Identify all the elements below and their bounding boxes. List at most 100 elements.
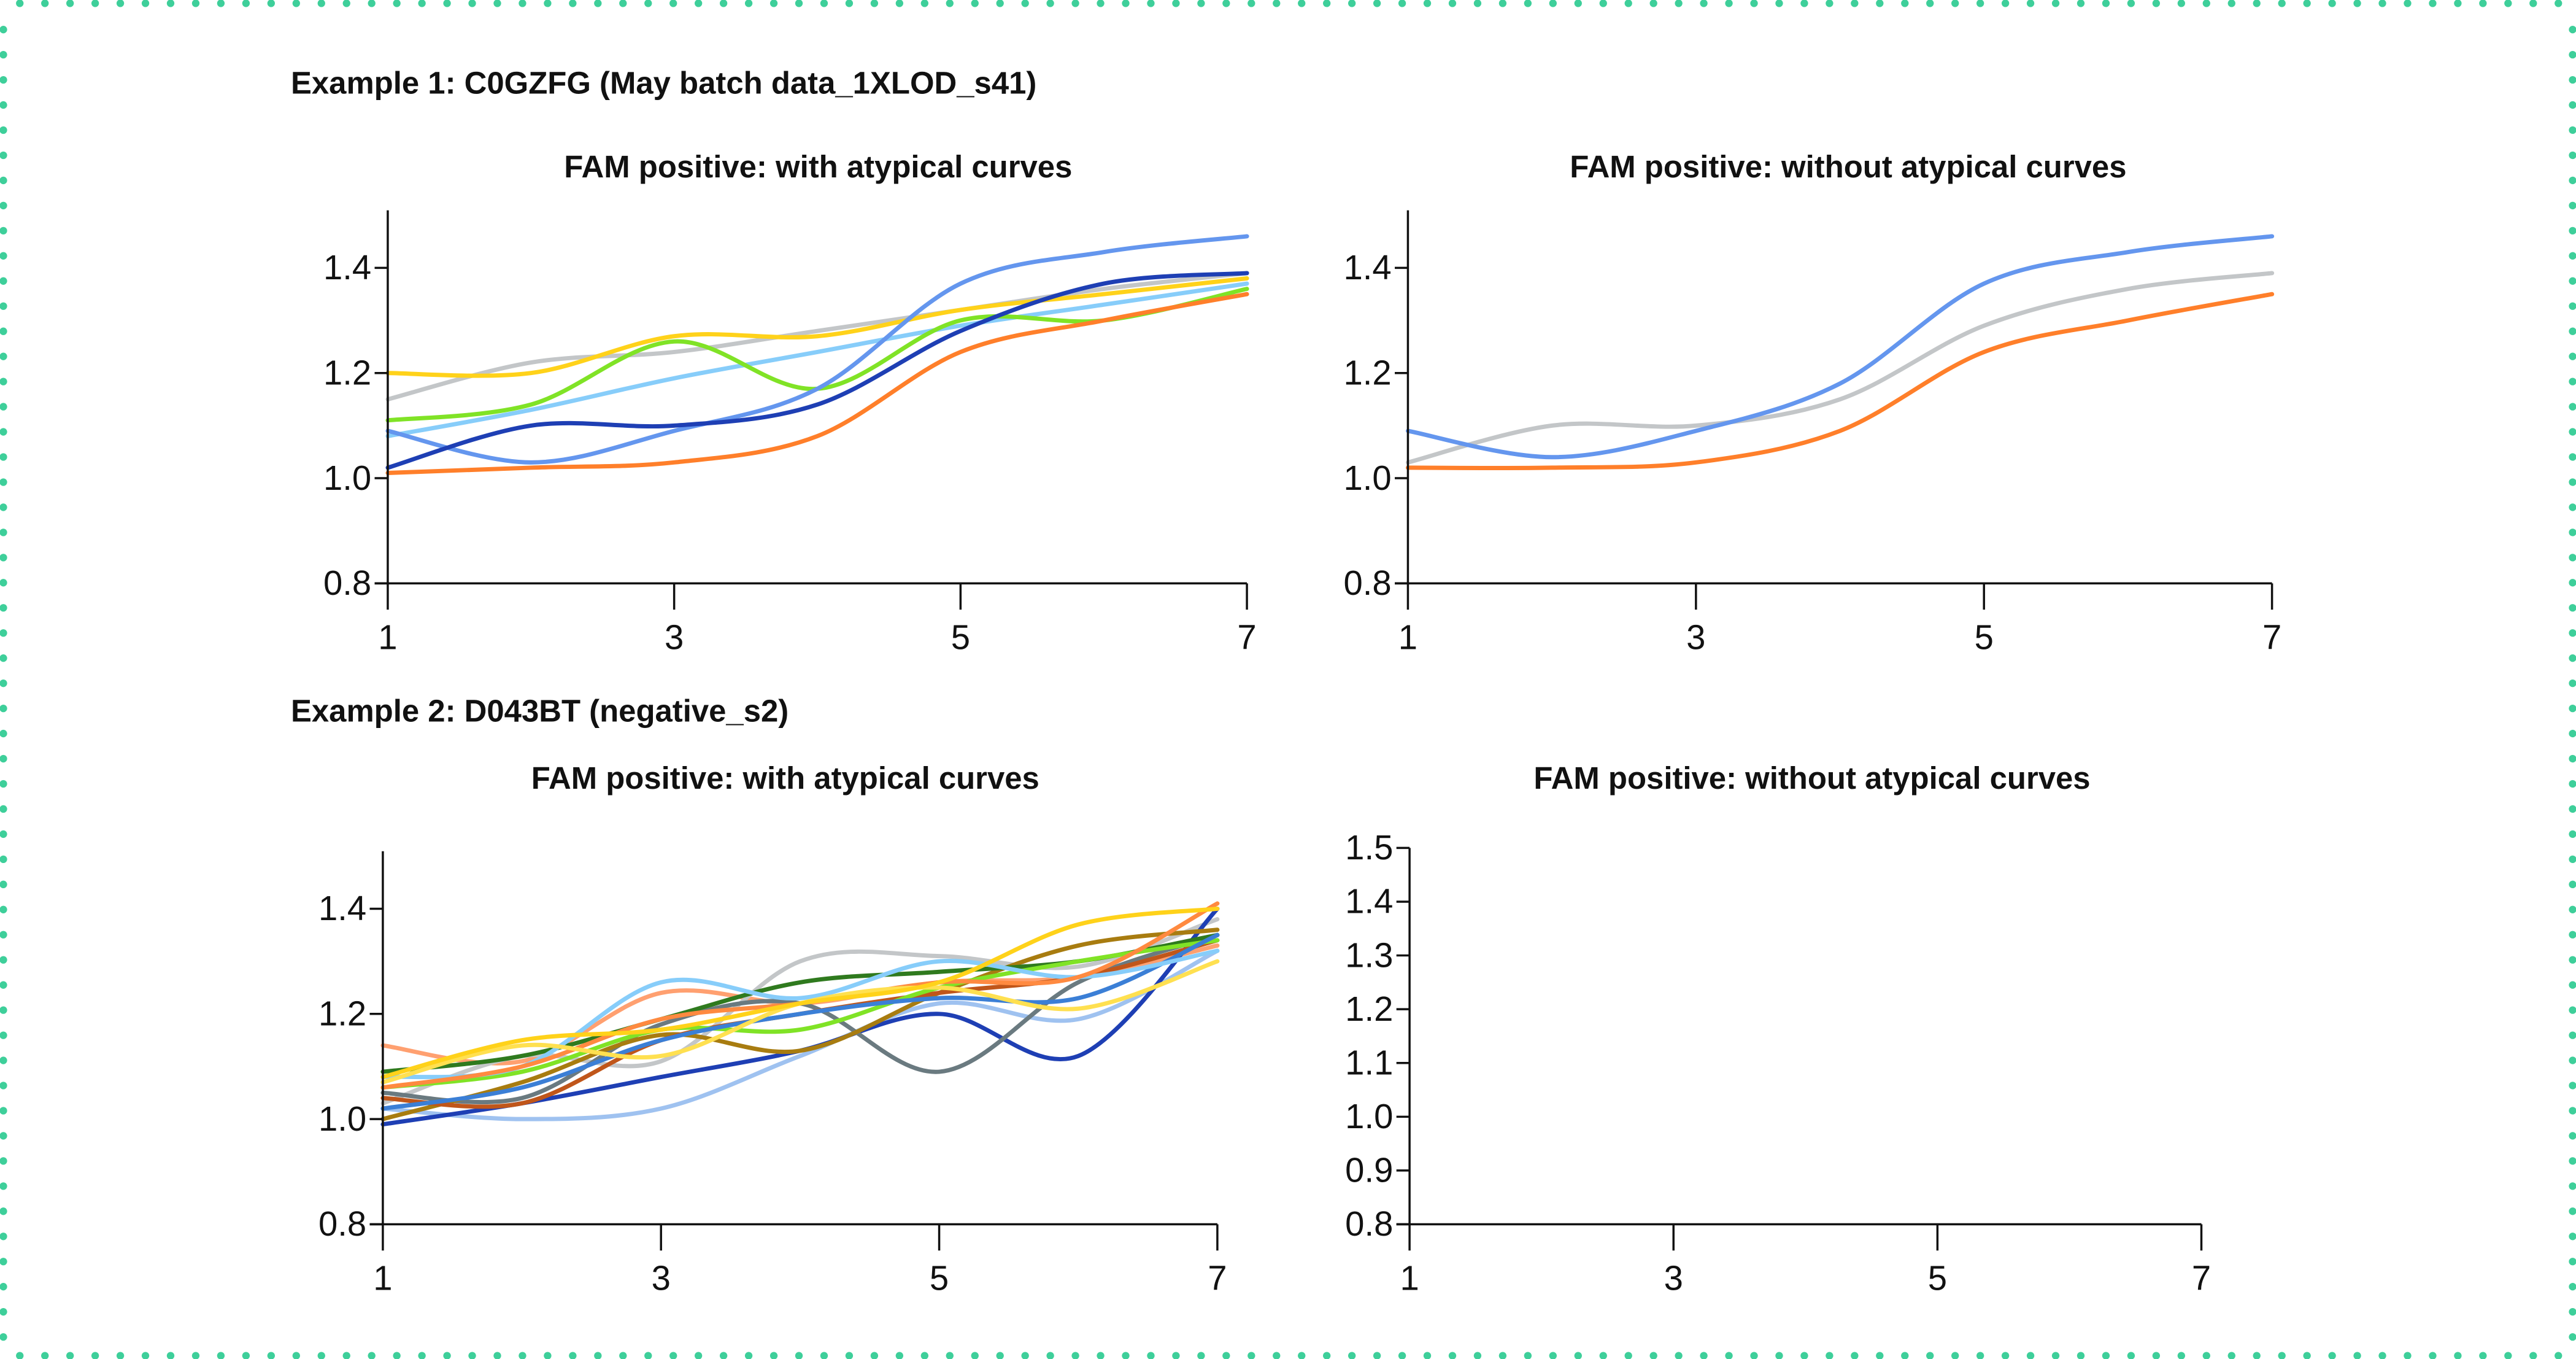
- series-line-2: [385, 281, 1249, 438]
- border-dot: [669, 0, 677, 7]
- x-tick-label: 7: [1237, 618, 1256, 656]
- chart-1: 0.8 1.0 1.2 1.4 1 3 5 7: [323, 210, 1257, 656]
- chart-4-title: FAM positive: without atypical curves: [1533, 761, 2090, 796]
- border-dot: [0, 554, 7, 562]
- x-tick-label: 1: [1400, 1259, 1419, 1298]
- border-dot: [2077, 0, 2085, 7]
- border-dot: [0, 1333, 7, 1341]
- border-dot: [2569, 1333, 2576, 1341]
- border-dot: [2051, 1352, 2060, 1359]
- x-tick-label: 1: [1398, 618, 1417, 656]
- border-dot: [1348, 1352, 1356, 1359]
- border-dot: [2569, 905, 2576, 913]
- border-dot: [292, 0, 300, 7]
- border-dot: [0, 981, 7, 989]
- x-tick-label: 3: [652, 1259, 671, 1298]
- border-dot: [0, 1207, 7, 1215]
- border-dot: [0, 1006, 7, 1014]
- border-dot: [1851, 0, 1859, 7]
- border-dot: [2569, 528, 2576, 536]
- border-dot: [2429, 1352, 2437, 1359]
- border-dot: [1448, 1352, 1457, 1359]
- y-tick-label: 0.8: [1345, 1204, 1393, 1243]
- border-dot: [2569, 302, 2576, 310]
- y-tick-label: 1.4: [1344, 248, 1392, 287]
- border-dot: [2303, 0, 2311, 7]
- border-dot: [2569, 680, 2576, 687]
- border-dot: [2569, 1031, 2576, 1039]
- chart-3: 0.8 1.0 1.2 1.4 1 3 5 7: [318, 851, 1227, 1298]
- border-dot: [0, 50, 7, 59]
- border-dot: [669, 1352, 677, 1359]
- y-tick-label: 1.4: [1345, 882, 1393, 921]
- border-dot: [242, 0, 250, 7]
- border-dot: [2026, 1352, 2035, 1359]
- border-dot: [2569, 252, 2576, 260]
- border-dot: [2378, 1352, 2386, 1359]
- border-dot: [1097, 1352, 1105, 1359]
- border-dot: [2569, 151, 2576, 160]
- border-dot: [1675, 1352, 1683, 1359]
- border-dot: [895, 0, 904, 7]
- border-dot: [2569, 729, 2576, 738]
- border-dot: [443, 0, 451, 7]
- border-dot: [2479, 1352, 2487, 1359]
- border-dot: [2529, 0, 2537, 7]
- border-dot: [2152, 1352, 2161, 1359]
- border-dot: [1398, 1352, 1406, 1359]
- border-dot: [1423, 0, 1432, 7]
- border-dot: [1775, 0, 1783, 7]
- border-dot: [0, 931, 7, 939]
- border-dot: [1172, 1352, 1180, 1359]
- border-dot: [1172, 0, 1180, 7]
- border-dot: [2569, 654, 2576, 662]
- border-dot: [2328, 0, 2336, 7]
- x-tick-label: 5: [930, 1259, 949, 1298]
- border-dot: [0, 729, 7, 738]
- border-dot: [2102, 0, 2110, 7]
- border-dot: [0, 1107, 7, 1115]
- x-tick-label: 1: [378, 618, 397, 656]
- border-dot: [16, 1352, 24, 1359]
- border-dot: [2555, 0, 2563, 7]
- y-tick-label: 1.4: [323, 248, 371, 287]
- border-dot: [719, 0, 728, 7]
- border-dot: [2569, 981, 2576, 989]
- x-tick-label: 5: [951, 618, 970, 656]
- border-dot: [569, 0, 577, 7]
- border-dot: [2569, 1056, 2576, 1064]
- border-dot: [0, 805, 7, 813]
- border-dot: [2077, 1352, 2085, 1359]
- border-dot: [1473, 0, 1482, 7]
- x-tick-label: 5: [1975, 618, 1994, 656]
- border-dot: [1097, 0, 1105, 7]
- series-line-6: [385, 292, 1249, 475]
- border-dot: [544, 1352, 552, 1359]
- border-dot: [1273, 1352, 1281, 1359]
- x-tick-label: 1: [373, 1259, 392, 1298]
- border-dot: [695, 1352, 703, 1359]
- border-dot: [1876, 0, 1884, 7]
- border-dot: [1046, 1352, 1054, 1359]
- border-dot: [2202, 1352, 2210, 1359]
- border-dot: [41, 0, 49, 7]
- y-tick-label: 1.2: [1344, 353, 1392, 392]
- border-dot: [1046, 0, 1054, 7]
- border-dot: [2253, 0, 2261, 7]
- border-dot: [644, 1352, 652, 1359]
- border-dot: [870, 0, 879, 7]
- border-dot: [2569, 201, 2576, 210]
- border-dot: [0, 830, 7, 838]
- border-dot: [1147, 1352, 1155, 1359]
- border-dot: [946, 1352, 954, 1359]
- chart-2-title: FAM positive: without atypical curves: [1570, 149, 2126, 184]
- border-dot: [1147, 0, 1155, 7]
- y-tick-label: 1.1: [1345, 1043, 1393, 1082]
- y-tick-label: 1.0: [323, 459, 371, 497]
- border-dot: [0, 126, 7, 134]
- border-dot: [2227, 0, 2235, 7]
- border-dot: [191, 0, 200, 7]
- border-dot: [2152, 0, 2161, 7]
- border-dot: [418, 0, 426, 7]
